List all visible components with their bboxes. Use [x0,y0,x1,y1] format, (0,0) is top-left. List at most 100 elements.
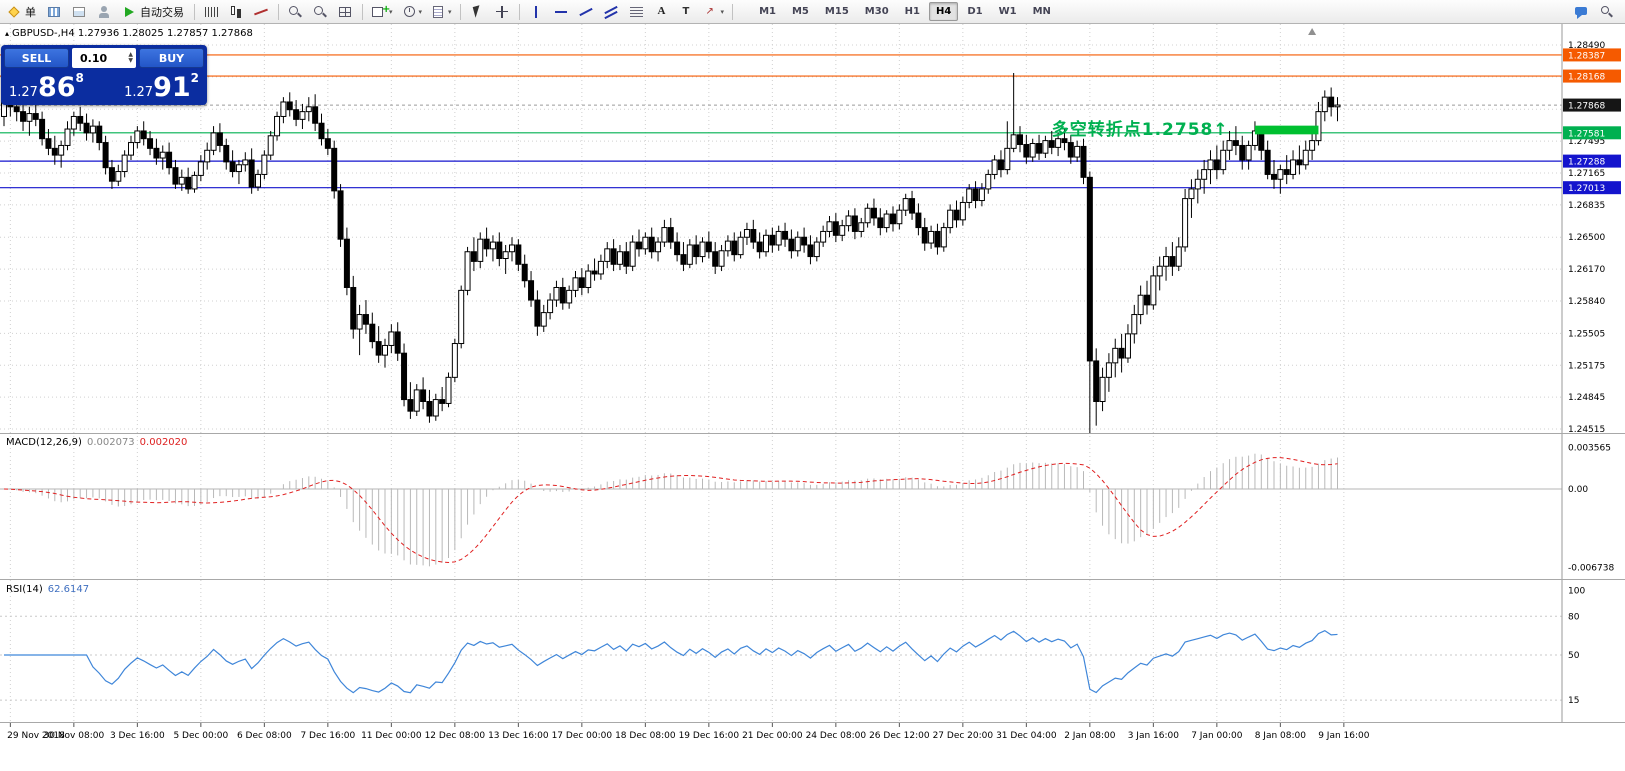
text-icon: A [657,4,666,17]
autotrading-button[interactable]: 自动交易 [118,1,189,23]
timeframe-m5-button[interactable]: M5 [791,6,809,17]
time-tick-label: 12 Dec 08:00 [425,731,486,741]
toolbar-separator [732,3,734,20]
candles [1,72,1341,434]
sell-button[interactable]: SELL [4,48,69,68]
time-tick-label: 5 Dec 00:00 [173,731,228,741]
toolbar: 单 自动交易 ▾ ▾ ▾ A T ↗▾ M1 M5 M15 M30 H1 H4 D1 W1 MN [0,0,1625,24]
chat-button[interactable] [1570,1,1593,23]
data-window-icon [71,4,88,20]
time-tick-label: 18 Dec 08:00 [615,731,676,741]
toolbar-separator [362,3,363,20]
navigator-icon [96,4,113,20]
timeframe-h4-button[interactable]: H4 [928,2,959,21]
macd-axis-label: 0.003565 [1568,443,1611,453]
volume-value: 0.10 [80,51,108,65]
time-tick-label: 29 Nov 2018 [7,731,65,741]
volume-decrease-button[interactable]: ▼ [128,57,133,64]
data-window-button[interactable] [68,1,91,23]
search-button[interactable] [1595,1,1618,23]
crosshair-button[interactable] [491,1,514,23]
price-tick-label: 1.26500 [1568,233,1605,243]
dropdown-caret-icon[interactable]: ▾ [448,7,452,16]
text-label-icon: T [682,5,690,17]
volume-increase-button[interactable]: ▲ [128,51,133,58]
toolbar-left-group: 单 自动交易 ▾ ▾ ▾ A T ↗▾ [2,1,737,23]
timeframe-m30-button[interactable]: M30 [864,6,889,17]
pivot-price-marker-label: 1.27581 [1568,129,1605,139]
equidistant-channel-icon [603,4,620,20]
rsi-axis-label: 50 [1568,651,1580,661]
time-tick-label: 3 Jan 16:00 [1128,731,1180,741]
line-chart-icon [253,4,270,20]
timeframe-h1-button[interactable]: H1 [904,6,920,17]
toolbar-separator [194,3,195,20]
dropdown-caret-icon[interactable]: ▾ [389,7,393,16]
toolbar-separator [518,3,520,20]
resistance-upper-price-marker-label: 1.28387 [1568,51,1605,61]
arrows-button[interactable]: ↗ ▾ [700,1,728,23]
chart-shift-marker[interactable] [1308,28,1317,35]
price-tick-label: 1.24515 [1568,425,1605,435]
timeframe-toolbar: M1 M5 M15 M30 H1 H4 D1 W1 MN [751,2,1059,21]
time-tick-label: 27 Dec 20:00 [933,731,994,741]
fibonacci-retracement-button[interactable] [625,1,648,23]
text-label-button[interactable]: T [675,1,698,23]
dropdown-caret-icon[interactable]: ▾ [418,7,423,16]
timeframe-mn-button[interactable]: MN [1032,6,1051,17]
zoom-in-button[interactable] [284,1,307,23]
search-icon [1598,4,1615,20]
rsi-axis-label: 80 [1568,612,1580,622]
timeframe-d1-button[interactable]: D1 [967,6,983,17]
rsi-indicator-label: RSI(14) 62.6147 [6,584,90,595]
time-tick-label: 24 Dec 08:00 [806,731,867,741]
templates-icon [430,4,447,20]
tile-windows-button[interactable] [334,1,357,23]
sell-price[interactable]: 1.27868 [9,71,84,103]
cursor-icon [469,4,486,20]
volume-input[interactable]: 0.10 ▲ ▼ [72,48,136,68]
new-order-icon [6,4,23,20]
line-chart-button[interactable] [250,1,273,23]
highlight-rectangle[interactable] [1254,125,1319,135]
price-tick-label: 1.27495 [1568,137,1605,147]
equidistant-channel-button[interactable] [600,1,623,23]
new-chart-button[interactable]: ▾ [368,1,396,23]
periods-button[interactable]: ▾ [398,1,426,23]
price-tick-label: 1.27165 [1568,169,1605,179]
price-tick-label: 1.25505 [1568,329,1605,339]
dropdown-caret-icon[interactable]: ▾ [720,7,725,16]
horizontal-line-button[interactable] [550,1,573,23]
timeframe-w1-button[interactable]: W1 [998,6,1017,17]
toolbar-separator [278,3,279,20]
bar-chart-button[interactable] [200,1,223,23]
candlestick-chart-button[interactable] [225,1,248,23]
time-tick-label: 7 Dec 16:00 [300,731,355,741]
zoom-in-icon [287,4,304,20]
cursor-button[interactable] [466,1,489,23]
zoom-out-button[interactable] [309,1,332,23]
symbol-ohlc: 1.27936 1.28025 1.27857 1.27868 [77,28,253,39]
buy-button[interactable]: BUY [139,48,204,68]
annotation-text[interactable]: 多空转折点1.2758↑ [1052,119,1229,140]
text-button[interactable]: A [650,1,673,23]
templates-button[interactable]: ▾ [427,1,455,23]
vertical-line-button[interactable] [525,1,548,23]
buy-price[interactable]: 1.27912 [124,71,199,103]
trendline-button[interactable] [575,1,598,23]
one-click-collapse-icon[interactable]: ▴ [5,29,10,38]
support-upper-price-marker-label: 1.27288 [1568,158,1605,168]
timeframe-m15-button[interactable]: M15 [824,6,849,17]
horizontal-line-icon [553,4,570,20]
bar-chart-icon [203,4,220,20]
market-watch-button[interactable] [43,1,66,23]
navigator-button[interactable] [93,1,116,23]
price-tick-label: 1.26835 [1568,201,1605,211]
trendline-icon [578,4,595,20]
new-order-button[interactable]: 单 [3,1,41,23]
timeframe-m1-button[interactable]: M1 [759,6,776,17]
